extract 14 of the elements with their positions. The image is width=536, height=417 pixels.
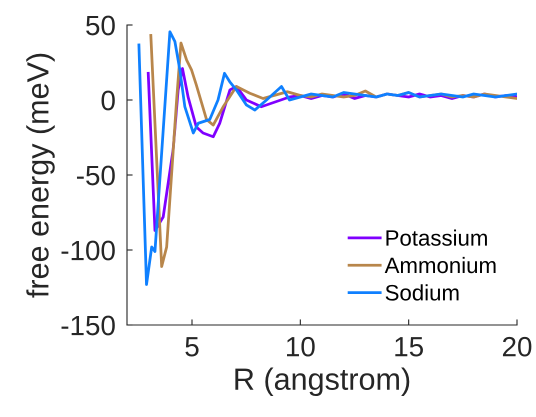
y-axis-title: free energy (meV) (26, 54, 55, 298)
legend-label: Sodium (386, 284, 459, 301)
y-tick-label: 0 (102, 90, 115, 110)
y-tick-label: 50 (86, 16, 115, 36)
x-axis-title: R (angstrom) (235, 368, 410, 396)
x-tick-label: 20 (502, 336, 532, 357)
y-tick-label: -50 (76, 166, 115, 186)
x-tick-label: 10 (287, 336, 315, 357)
legend-label: Potassium (386, 230, 487, 246)
x-tick-label: 15 (395, 337, 423, 357)
y-tick-label: -100 (62, 240, 115, 260)
y-tick-label: -150 (62, 316, 115, 336)
x-tick-label: 5 (185, 337, 199, 357)
legend-label: Ammonium (384, 256, 496, 274)
